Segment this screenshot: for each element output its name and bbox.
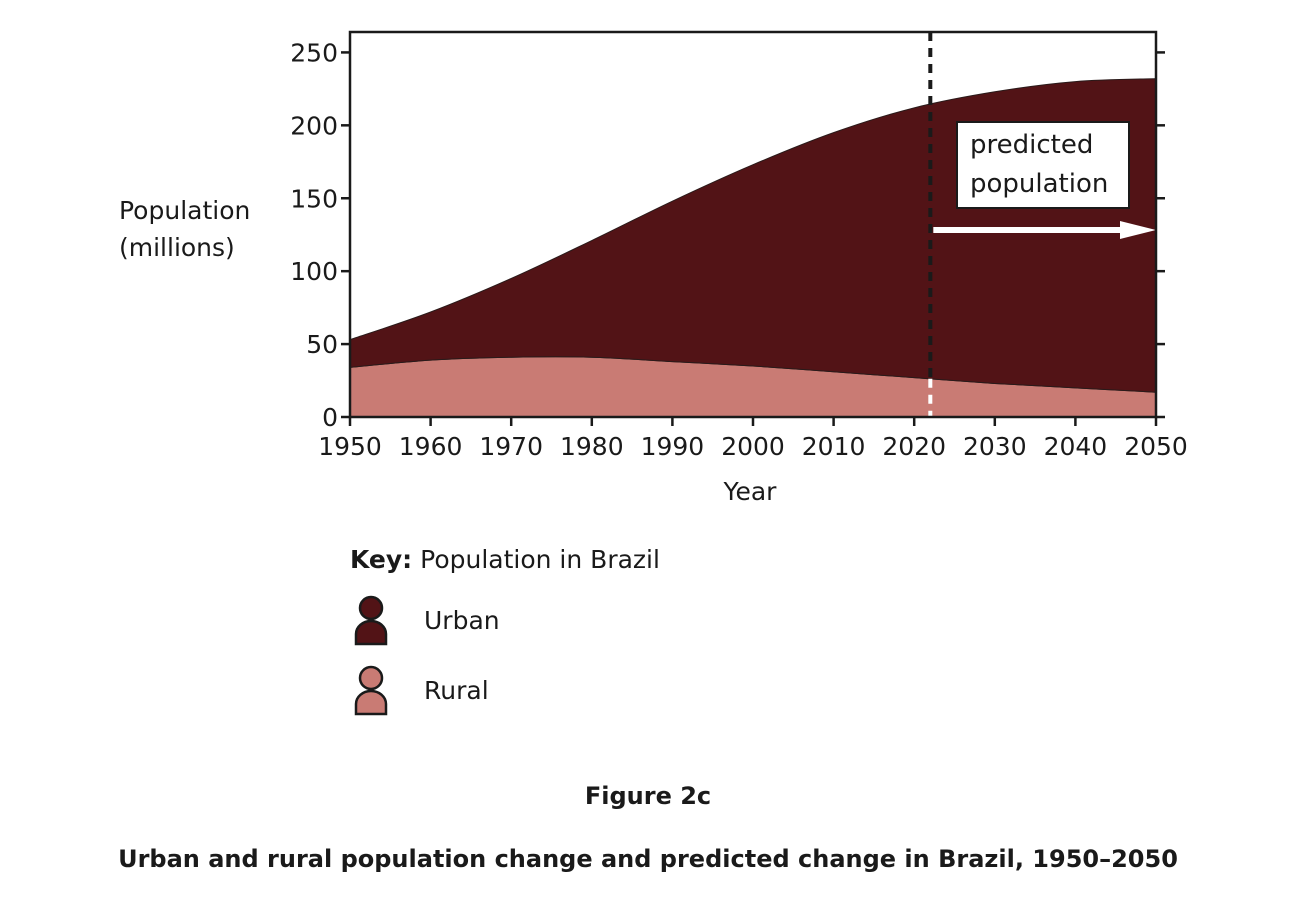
x-tick-label: 2030 <box>963 432 1027 461</box>
area-urban <box>349 78 1157 393</box>
legend-prefix: Key: <box>350 545 413 574</box>
prediction-arrow-head-icon <box>1120 221 1156 239</box>
x-axis-label: Year <box>723 477 778 506</box>
y-tick-label: 50 <box>306 330 338 359</box>
x-tick-label: 2050 <box>1124 432 1188 461</box>
y-tick-label: 0 <box>322 403 338 432</box>
legend-urban-person-icon <box>354 595 388 646</box>
annotation-box <box>956 121 1130 209</box>
x-tick-label: 2010 <box>802 432 866 461</box>
y-tick-label: 100 <box>290 257 338 286</box>
x-tick-label: 1970 <box>479 432 543 461</box>
annotation-line-2: population <box>970 169 1108 199</box>
y-tick-label: 150 <box>290 184 338 213</box>
x-tick-label: 1980 <box>560 432 624 461</box>
x-tick-label: 1990 <box>641 432 705 461</box>
figure-caption: Urban and rural population change and pr… <box>118 845 1178 873</box>
legend: Key: Population in Brazil <box>350 545 660 574</box>
y-tick-label: 200 <box>290 111 338 140</box>
figure-label: Figure 2c <box>584 782 712 810</box>
x-tick-label: 2040 <box>1044 432 1108 461</box>
area-chart: 0 50 100 150 200 250 1950 1960 1970 1980 1990 2000 2… <box>119 30 1188 506</box>
y-tick-label: 250 <box>290 38 338 67</box>
legend-title: Population in Brazil <box>420 545 660 574</box>
x-tick-label: 1950 <box>318 432 382 461</box>
legend-rural-person-icon <box>354 665 388 716</box>
annotation-line-1: predicted <box>970 130 1093 160</box>
y-axis-label-line-1: Population <box>119 196 250 225</box>
x-tick-label: 2020 <box>882 432 946 461</box>
legend-rural-label: Rural <box>424 676 489 705</box>
legend-urban-label: Urban <box>424 606 500 635</box>
x-tick-label: 1960 <box>399 432 463 461</box>
x-tick-label: 2000 <box>721 432 785 461</box>
y-axis-label-line-2: (millions) <box>119 233 235 262</box>
